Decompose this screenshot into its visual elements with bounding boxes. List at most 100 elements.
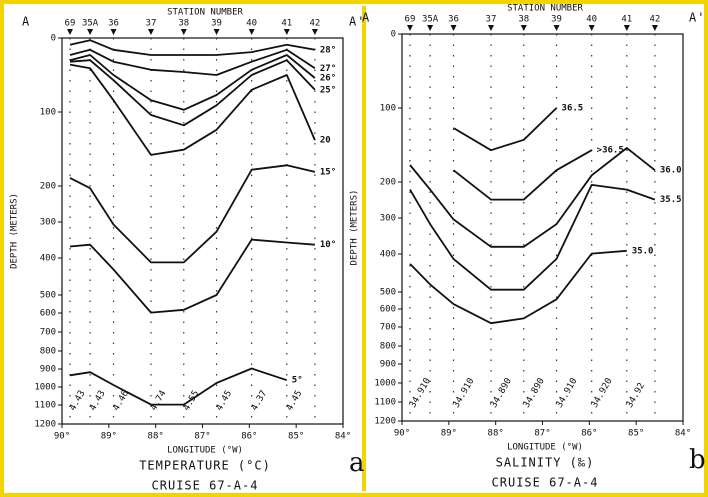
- y-tick-label: 900: [40, 365, 56, 375]
- station-marker: [588, 25, 595, 31]
- section-label-right: A': [689, 11, 705, 25]
- contour-label: 15°: [320, 167, 336, 177]
- contour-line: [69, 39, 316, 56]
- x-tick-label: 88°: [488, 429, 504, 439]
- y-tick-label: 500: [380, 288, 396, 298]
- station-marker: [311, 29, 318, 35]
- station-label: 41: [621, 15, 632, 25]
- contour-label: 5°: [292, 376, 303, 386]
- y-tick-label: 400: [40, 254, 56, 264]
- top-label: STATION NUMBER: [507, 4, 583, 14]
- contour-label: 28°: [320, 45, 336, 55]
- station-label: 38: [178, 19, 189, 29]
- x-tick-label: 85°: [628, 429, 644, 439]
- y-tick-label: 600: [380, 305, 396, 315]
- contour-line: [69, 63, 316, 156]
- contour-label: 35.5: [660, 195, 682, 205]
- station-marker: [213, 29, 220, 35]
- station-label: 42: [309, 19, 320, 29]
- y-axis-label: DEPTH (METERS): [10, 193, 20, 269]
- station-label: 42: [649, 15, 660, 25]
- y-tick-label: 200: [40, 182, 56, 192]
- x-tick-label: 90°: [394, 429, 410, 439]
- station-label: 69: [65, 19, 76, 29]
- station-marker: [147, 29, 154, 35]
- panel-label: b: [689, 445, 706, 475]
- y-tick-label: 800: [40, 347, 56, 357]
- station-marker: [623, 25, 630, 31]
- y-tick-label: 500: [40, 291, 56, 301]
- station-label: 35A: [82, 19, 99, 29]
- y-tick-label: 600: [40, 309, 56, 319]
- contour-line: [69, 238, 315, 314]
- contour-label: 10°: [320, 240, 336, 250]
- x-tick-label: 87°: [534, 429, 550, 439]
- x-tick-label: 86°: [241, 432, 257, 442]
- station-label: 37: [146, 19, 157, 29]
- y-tick-label: 700: [380, 323, 396, 333]
- contour-label: 36.0: [660, 166, 682, 176]
- x-axis-label: LONGITUDE (°W): [507, 443, 583, 453]
- contour-label: 25°: [320, 85, 336, 95]
- top-label: STATION NUMBER: [167, 8, 243, 18]
- x-tick-label: 87°: [194, 432, 210, 442]
- x-tick-label: 84°: [335, 432, 351, 442]
- x-tick-label: 84°: [675, 429, 691, 439]
- station-label: 35A: [422, 15, 439, 25]
- y-tick-label: 1100: [374, 398, 396, 408]
- contour-line: [69, 164, 316, 264]
- subtitle: CRUISE 67-A-4: [152, 479, 259, 493]
- contour-line: [453, 107, 558, 152]
- station-marker: [427, 25, 434, 31]
- subtitle: CRUISE 67-A-4: [492, 476, 599, 490]
- station-marker: [406, 25, 413, 31]
- section-label-left: A: [22, 15, 30, 29]
- station-label: 38: [518, 15, 529, 25]
- y-tick-label: 900: [380, 360, 396, 370]
- y-tick-label: 1100: [34, 401, 56, 411]
- station-marker: [520, 25, 527, 31]
- y-tick-label: 100: [380, 104, 396, 114]
- station-marker: [651, 25, 658, 31]
- y-tick-label: 1000: [374, 379, 396, 389]
- title: TEMPERATURE (°C): [139, 459, 271, 473]
- station-label: 40: [246, 19, 257, 29]
- contour-line: [69, 54, 316, 111]
- station-label: 41: [281, 19, 292, 29]
- station-marker: [553, 25, 560, 31]
- y-tick-label: 300: [40, 218, 56, 228]
- station-marker: [487, 25, 494, 31]
- station-label: 36: [448, 15, 459, 25]
- contour-label: >36.5: [597, 146, 624, 156]
- x-tick-label: 86°: [581, 429, 597, 439]
- contour-label: 26°: [320, 73, 336, 83]
- station-marker: [248, 29, 255, 35]
- x-tick-label: 90°: [54, 432, 70, 442]
- station-marker: [450, 25, 457, 31]
- y-axis-label: DEPTH (METERS): [350, 190, 360, 266]
- y-tick-label: 400: [380, 250, 396, 260]
- station-label: 37: [486, 15, 497, 25]
- contour-line: [69, 59, 316, 127]
- station-label: 39: [551, 15, 562, 25]
- contour-label: 27°: [320, 64, 336, 74]
- station-marker: [110, 29, 117, 35]
- y-tick-label: 100: [40, 108, 56, 118]
- contour-label: 36.5: [562, 104, 584, 114]
- y-tick-label: 200: [380, 178, 396, 188]
- x-tick-label: 88°: [148, 432, 164, 442]
- title: SALINITY (‰): [496, 456, 595, 470]
- contour-label: 20: [320, 136, 331, 146]
- station-label: 39: [211, 19, 222, 29]
- contour-line: [69, 48, 316, 76]
- y-tick-label: 1200: [374, 417, 396, 427]
- station-label: 36: [108, 19, 119, 29]
- contour-line: [452, 149, 593, 201]
- x-tick-label: 85°: [288, 432, 304, 442]
- station-label: 69: [405, 15, 416, 25]
- section-label-left: A: [362, 11, 370, 25]
- y-tick-label: 0: [391, 30, 396, 40]
- x-tick-label: 89°: [441, 429, 457, 439]
